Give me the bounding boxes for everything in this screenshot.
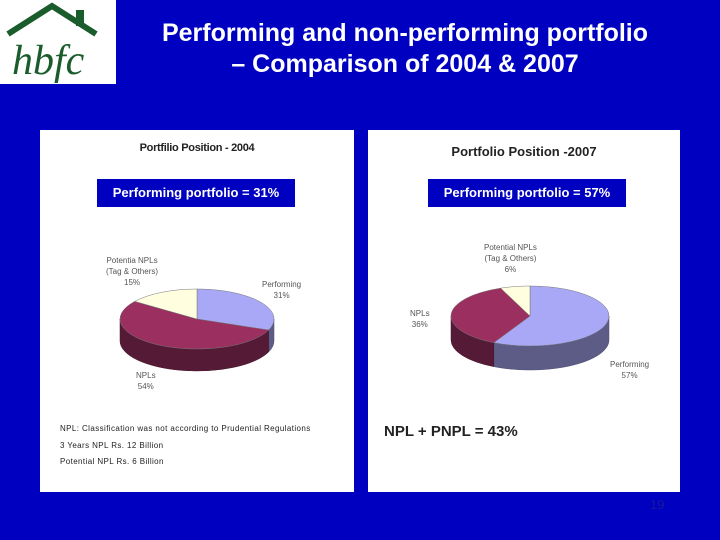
pie-slice-potential-npls-tag-others-2007: [500, 285, 531, 317]
pie-slice-potential-npls-tag-others-2004: [134, 288, 198, 320]
chart-title-2004: Portfilio Position - 2004: [139, 142, 255, 154]
performing-callout-2004: Performing portfolio = 31%: [97, 179, 295, 207]
logo-text: hbfc: [12, 38, 85, 84]
chart-panel-2004: Portfilio Position - 2004 Performing por…: [40, 130, 354, 492]
chart-title-2007: Portfolio Position -2007: [451, 144, 597, 159]
slide-title: Performing and non-performing portfolio …: [120, 18, 690, 80]
pie-label-performing-2007: Performing 57%: [610, 360, 650, 380]
slide-title-line1: Performing and non-performing portfolio: [161, 19, 649, 47]
npl-pnpl-summary: NPL + PNPL = 43%: [384, 423, 518, 440]
performing-callout-2007: Performing portfolio = 57%: [428, 179, 626, 207]
note-3yr-npl: 3 Years NPL Rs. 12 Billion: [60, 441, 164, 450]
pie-slice-npls-2007: [450, 287, 531, 343]
note-npl-classification: NPL: Classification was not according to…: [60, 424, 311, 433]
pie-slice-performing-2007: [493, 285, 610, 347]
note-potential-npl: Potential NPL Rs. 6 Billion: [60, 457, 164, 466]
slide-title-line2: – Comparison of 2004 & 2007: [231, 50, 579, 78]
pie-chart-2007: [450, 285, 610, 371]
pie-label-performing-2004: Performing 31%: [262, 280, 302, 300]
chart-panel-2007: Portfolio Position -2007 Performing port…: [368, 130, 680, 492]
pie-label-npl-2007: NPLs 36%: [410, 309, 430, 329]
pie-label-npl-2004: NPLs 54%: [136, 371, 156, 391]
pie-slice-performing-2004: [196, 288, 275, 331]
pie-slice-npls-2004: [119, 301, 270, 350]
pie-chart-2004: [119, 288, 275, 372]
page-number: 19: [650, 497, 665, 512]
pie-label-potential-npl-2004: Potentia NPLs (Tag & Others) 15%: [106, 256, 159, 287]
hbfc-logo: hbfc: [0, 0, 116, 84]
pie-label-potential-npl-2007: Potential NPLs (Tag & Others) 6%: [484, 243, 537, 274]
